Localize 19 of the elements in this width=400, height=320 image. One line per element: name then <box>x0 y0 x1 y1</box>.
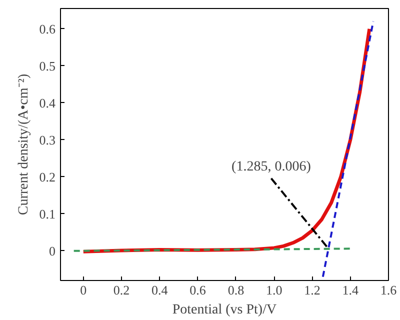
x-tick-label: 1.0 <box>266 282 282 298</box>
y-tick-label: 0.4 <box>39 95 56 110</box>
x-tick-label: 0.4 <box>152 282 168 298</box>
x-tick-label: 0.2 <box>113 282 130 298</box>
x-tick-label: 1.2 <box>304 282 320 298</box>
annotation: (1.285, 0.006) <box>232 160 312 175</box>
x-tick-label: 1.4 <box>342 282 359 298</box>
y-tick-label: 0.6 <box>39 21 56 36</box>
y-tick-label: 0.2 <box>39 169 56 184</box>
y-tick-label: 0.5 <box>39 58 56 74</box>
y-tick-label: 0.1 <box>39 206 56 222</box>
y-axis-title: Current density/(A•cm⁻²) <box>16 74 32 216</box>
x-tick-label: 0.6 <box>190 282 206 298</box>
x-tick-label: 0.8 <box>228 282 244 298</box>
x-tick-label: 0 <box>80 282 87 298</box>
y-tick-label: 0 <box>49 243 56 258</box>
y-tick-label: 0.3 <box>39 132 56 148</box>
x-axis-title: Potential (vs Pt)/V <box>172 302 277 318</box>
x-tick-label: 1.6 <box>380 282 398 298</box>
